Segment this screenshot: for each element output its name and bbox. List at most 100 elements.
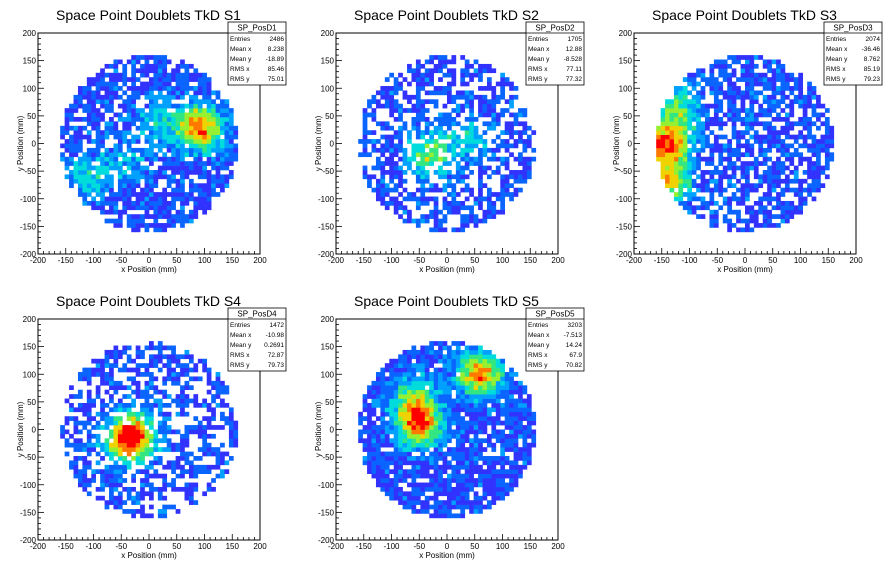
heatmap-cell xyxy=(767,139,772,144)
heatmap-cell xyxy=(504,125,510,131)
heatmap-cell xyxy=(473,420,479,426)
heatmap-cell xyxy=(153,178,159,184)
heatmap-cell xyxy=(166,143,172,149)
heatmap-cell xyxy=(215,152,221,158)
heatmap-cell xyxy=(447,147,452,153)
heatmap-cell xyxy=(722,170,728,175)
heatmap-cell xyxy=(162,205,168,211)
heatmap-cell xyxy=(77,156,83,162)
heatmap-cell xyxy=(442,358,448,364)
heatmap-cell xyxy=(175,81,181,87)
heatmap-cell xyxy=(153,345,159,351)
heatmap-cell xyxy=(206,161,212,166)
heatmap-cell xyxy=(447,354,452,360)
heatmap-cell xyxy=(362,447,368,452)
heatmap-cell xyxy=(153,354,159,360)
heatmap-cell xyxy=(95,94,101,100)
heatmap-cell xyxy=(460,407,466,413)
heatmap-cell xyxy=(478,478,483,483)
heatmap-cell xyxy=(713,103,719,109)
heatmap-cell xyxy=(451,130,457,135)
heatmap-cell xyxy=(131,478,136,483)
heatmap-cell xyxy=(149,130,154,135)
heatmap-cell xyxy=(469,72,474,78)
heatmap-cell xyxy=(188,209,194,215)
heatmap-cell xyxy=(486,192,492,197)
heatmap-cell xyxy=(188,429,194,435)
heatmap-cell xyxy=(91,205,97,211)
heatmap-cell xyxy=(482,376,488,382)
heatmap-cell xyxy=(371,94,377,100)
heatmap-cell xyxy=(727,63,732,69)
x-tick-label: -100 xyxy=(383,542,400,551)
heatmap-cell xyxy=(149,407,154,413)
heatmap-cell xyxy=(100,81,105,87)
heatmap-cell xyxy=(522,402,528,408)
heatmap-cell xyxy=(126,178,132,184)
heatmap-cell xyxy=(460,55,466,60)
x-tick-label: -200 xyxy=(30,256,47,265)
heatmap-cell xyxy=(398,108,403,113)
heatmap-cell xyxy=(784,205,790,211)
heatmap-cell xyxy=(464,94,470,100)
heatmap-cell xyxy=(91,99,97,105)
heatmap-cell xyxy=(798,156,804,162)
heatmap-cell xyxy=(371,464,377,470)
heatmap-cell xyxy=(776,116,781,122)
heatmap-cell xyxy=(393,209,399,215)
heatmap-cell xyxy=(464,223,470,228)
heatmap-cell xyxy=(442,469,448,474)
heatmap-cell xyxy=(749,103,755,109)
stats-row-value: 1472 xyxy=(270,322,285,329)
heatmap-cell xyxy=(140,81,145,87)
heatmap-cell xyxy=(691,147,697,153)
heatmap-cell xyxy=(371,469,377,474)
heatmap-cell xyxy=(233,442,239,448)
heatmap-cell xyxy=(211,192,216,197)
heatmap-cell xyxy=(433,143,439,149)
heatmap-cell xyxy=(135,161,141,166)
stats-row-label: Mean x xyxy=(528,332,550,339)
heatmap-cell xyxy=(696,121,701,127)
heatmap-cell xyxy=(393,460,399,466)
heatmap-cell xyxy=(411,103,417,109)
heatmap-cell xyxy=(433,152,439,158)
heatmap-cell xyxy=(197,205,203,211)
heatmap-cell xyxy=(415,152,421,158)
heatmap-cell xyxy=(798,94,804,100)
heatmap-cell xyxy=(473,349,479,355)
heatmap-cell xyxy=(705,116,710,122)
heatmap-cell xyxy=(144,174,150,180)
heatmap-cell xyxy=(727,72,732,78)
heatmap-cell xyxy=(424,196,430,202)
heatmap-cell xyxy=(767,125,772,131)
heatmap-cell xyxy=(86,451,92,457)
heatmap-cell xyxy=(162,68,168,74)
heatmap-cell xyxy=(691,170,697,175)
heatmap-cell xyxy=(424,500,430,505)
heatmap-cell xyxy=(389,139,395,144)
heatmap-cell xyxy=(140,205,145,211)
heatmap-cell xyxy=(171,143,176,149)
heatmap-cell xyxy=(100,116,105,122)
heatmap-cell xyxy=(709,200,715,206)
heatmap-cell xyxy=(371,389,377,395)
heatmap-cell xyxy=(438,447,443,452)
heatmap-cell xyxy=(820,165,826,171)
heatmap-cell xyxy=(486,86,492,91)
heatmap-cell xyxy=(131,214,136,219)
heatmap-cell xyxy=(162,438,168,444)
heatmap-cell xyxy=(669,116,675,122)
heatmap-cell xyxy=(73,143,79,149)
heatmap-cell xyxy=(233,130,239,135)
x-tick-label: -150 xyxy=(356,542,373,551)
heatmap-cell xyxy=(91,81,97,87)
heatmap-cell xyxy=(473,389,479,395)
heatmap-cell xyxy=(420,433,426,439)
heatmap-cell xyxy=(727,223,732,228)
heatmap-cell xyxy=(442,341,448,346)
heatmap-cell xyxy=(665,130,670,135)
heatmap-cell xyxy=(504,121,510,127)
heatmap-cell xyxy=(415,81,421,87)
heatmap-cell xyxy=(429,121,434,127)
